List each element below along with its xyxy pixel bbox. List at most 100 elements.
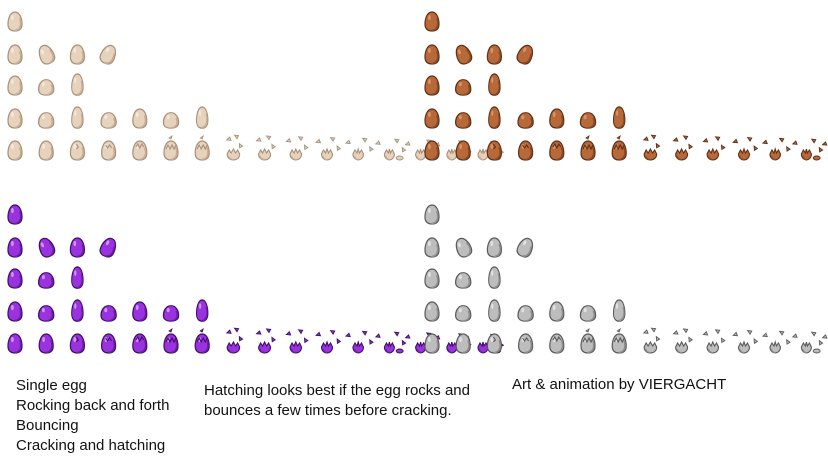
egg-sprite-cream-crack-1 [70, 141, 84, 160]
egg-sprite-gray-upright [456, 334, 470, 353]
egg-sprite-gray-upright [487, 238, 501, 257]
egg-sprite-purple-stretch [196, 300, 207, 321]
egg-sprite-gray-burst-2 [673, 328, 692, 353]
egg-sprite-cream-burst-4 [316, 137, 341, 160]
egg-sprite-brown-upright [550, 109, 564, 128]
egg-sprite-cream-upright [8, 45, 22, 64]
egg-sprite-cream-upright [8, 76, 22, 95]
egg-sprite-purple-burst-1 [226, 327, 242, 353]
egg-sprite-brown-upright [487, 45, 501, 64]
egg-sprite-gray-upright [425, 334, 439, 353]
egg-sprite-purple-burst-6 [375, 331, 405, 353]
egg-sprite-gray-burst-5 [762, 330, 790, 353]
egg-sprite-gray-crack-3 [550, 334, 564, 353]
egg-sprite-brown-burst-5 [762, 137, 790, 160]
egg-sprite-cream-crack-3 [133, 141, 147, 160]
egg-sprite-cream-burst-1 [226, 134, 242, 160]
egg-sprite-brown-burst-3 [703, 136, 725, 160]
egg-sprite-purple-burst-4 [316, 330, 341, 353]
egg-sprite-gray-upright [425, 302, 439, 321]
egg-sprite-cream-upright [8, 12, 22, 31]
egg-sprite-brown-burst-4 [733, 137, 758, 160]
egg-sprite-brown-crack-4 [581, 136, 595, 160]
egg-sprite-brown-stretch [489, 107, 500, 128]
egg-sprite-purple-crack-5 [195, 329, 209, 353]
egg-sprite-purple-crack-1 [70, 334, 84, 353]
animation-row-legend: Single egg Rocking back and forth Bounci… [16, 376, 206, 456]
egg-block-brown [425, 12, 828, 160]
egg-sprite-gray-stretch [489, 267, 500, 288]
egg-sprite-brown-squash [456, 80, 471, 96]
egg-sprite-purple-burst-5 [345, 330, 373, 353]
egg-sprite-brown-tilt-right [515, 43, 536, 66]
egg-sprite-purple-squash [39, 306, 54, 322]
egg-sprite-brown-upright [425, 76, 439, 95]
egg-sprite-cream-stretch [72, 107, 83, 128]
egg-sprite-gray-burst-1 [643, 327, 659, 353]
hatching-tip-note: Hatching looks best if the egg rocks and… [204, 381, 504, 421]
egg-sprite-brown-stretch [613, 107, 624, 128]
egg-sprite-gray-squash [580, 306, 595, 322]
egg-sprite-gray-crack-4 [581, 329, 595, 353]
egg-sprite-purple-squash [163, 306, 178, 322]
egg-sprite-cream-crack-4 [164, 136, 178, 160]
egg-sprite-cream-upright [8, 141, 22, 160]
egg-sprite-gray-crack-1 [487, 334, 501, 353]
egg-sprite-purple-crack-2 [102, 334, 116, 353]
egg-sprite-cream-tilt-left [36, 43, 57, 66]
egg-sprite-cream-stretch [196, 107, 207, 128]
egg-sprite-purple-upright [8, 269, 22, 288]
egg-sprite-cream-squash [163, 113, 178, 129]
egg-sprite-purple-upright [39, 334, 53, 353]
egg-sprite-purple-upright [8, 334, 22, 353]
egg-sprite-gray-burst-6 [792, 331, 822, 353]
egg-sprite-cream-upright [39, 141, 53, 160]
egg-sprite-purple-squash [101, 306, 116, 322]
egg-sprite-purple-burst-2 [256, 328, 275, 353]
egg-sprite-brown-squash [456, 113, 471, 129]
egg-sprite-brown-burst-6 [792, 138, 822, 160]
egg-sprite-brown-crack-5 [612, 136, 626, 160]
egg-sprite-purple-upright [70, 238, 84, 257]
egg-sprite-purple-stretch [72, 267, 83, 288]
egg-sprite-gray-squash [456, 273, 471, 289]
egg-sprite-brown-upright [456, 141, 470, 160]
egg-sprite-purple-upright [8, 205, 22, 224]
egg-sprite-gray-burst-4 [733, 330, 758, 353]
egg-sprite-gray-upright [425, 269, 439, 288]
egg-sprite-cream-burst-3 [286, 136, 308, 160]
egg-sprite-cream-squash [39, 113, 54, 129]
egg-sprite-gray-upright [425, 205, 439, 224]
egg-sprite-cream-squash [101, 113, 116, 129]
egg-sprite-cream-crack-5 [195, 136, 209, 160]
egg-sprite-brown-upright [425, 12, 439, 31]
egg-sprite-cream-tilt-right [98, 43, 119, 66]
egg-sprite-brown-tilt-left [453, 43, 474, 66]
egg-sprite-purple-burst-3 [286, 329, 308, 353]
egg-sprite-brown-upright [425, 141, 439, 160]
egg-sprite-cream-stretch [72, 74, 83, 95]
egg-sprite-gray-crack-5 [612, 329, 626, 353]
egg-sprite-gray-upright [425, 238, 439, 257]
egg-sprite-brown-crack-2 [519, 141, 533, 160]
egg-sprite-gray-tilt-right [515, 236, 536, 259]
egg-sprite-cream-burst-2 [256, 135, 275, 160]
egg-sprite-purple-tilt-right [98, 236, 119, 259]
egg-sprite-purple-tilt-left [36, 236, 57, 259]
egg-sprite-cream-upright [70, 45, 84, 64]
egg-sprite-cream-upright [133, 109, 147, 128]
egg-sprite-brown-burst-2 [673, 135, 692, 160]
egg-sprite-gray-burst-3 [703, 329, 725, 353]
egg-sprite-cream-burst-5 [345, 137, 373, 160]
egg-sprite-purple-squash [39, 273, 54, 289]
egg-sprite-cream-crack-2 [102, 141, 116, 160]
egg-sprite-gray-squash [456, 306, 471, 322]
egg-sprite-brown-upright [425, 109, 439, 128]
egg-sprite-brown-squash [580, 113, 595, 129]
egg-sprite-cream-burst-6 [375, 138, 405, 160]
artist-credit: Art & animation by VIERGACHT [512, 375, 812, 395]
egg-sprite-brown-burst-1 [643, 134, 659, 160]
egg-sprite-purple-crack-3 [133, 334, 147, 353]
egg-sprite-purple-crack-4 [164, 329, 178, 353]
egg-sprite-gray-crack-2 [519, 334, 533, 353]
